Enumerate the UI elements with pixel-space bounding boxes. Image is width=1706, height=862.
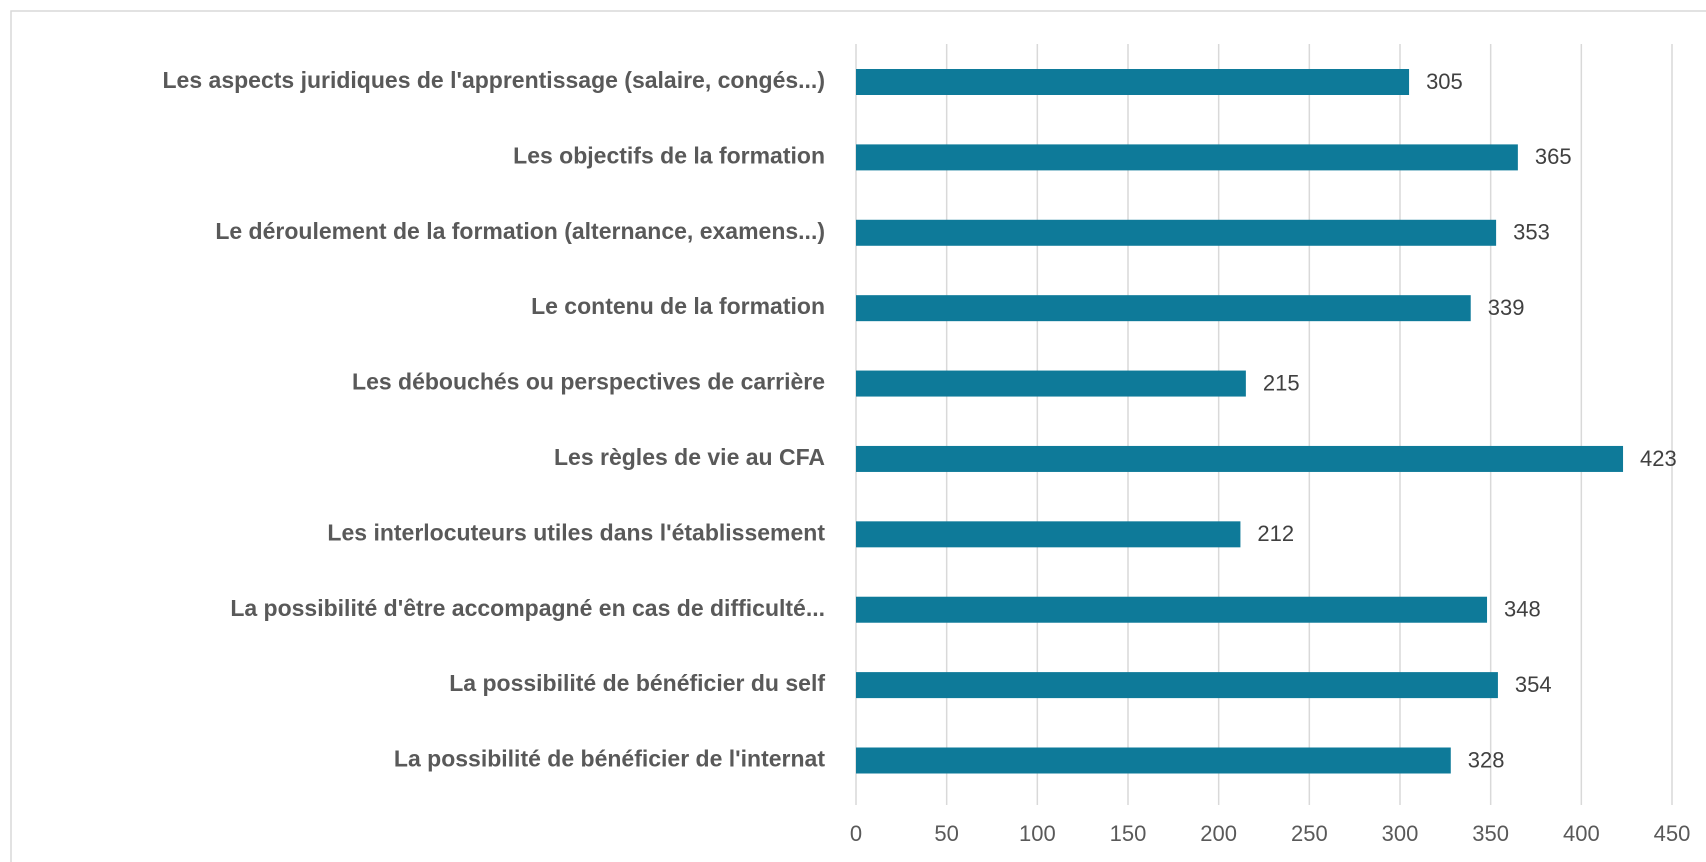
x-tick-label: 450 [1654, 821, 1691, 846]
data-label: 365 [1535, 144, 1572, 169]
data-label: 423 [1640, 446, 1677, 471]
x-tick-label: 100 [1019, 821, 1056, 846]
x-tick-label: 250 [1291, 821, 1328, 846]
bar [856, 295, 1471, 322]
data-label: 354 [1515, 672, 1552, 697]
x-tick-label: 350 [1472, 821, 1509, 846]
y-tick-label: Les objectifs de la formation [513, 142, 825, 168]
bar [856, 596, 1488, 623]
y-tick-label: Le contenu de la formation [531, 293, 825, 319]
x-tick-label: 0 [850, 821, 862, 846]
bar [856, 69, 1410, 95]
bar [856, 370, 1246, 397]
y-tick-label: Les aspects juridiques de l'apprentissag… [163, 67, 826, 93]
data-label: 305 [1426, 69, 1463, 94]
data-label: 215 [1263, 370, 1300, 395]
bar [856, 144, 1518, 171]
x-tick-label: 200 [1200, 821, 1237, 846]
bar [856, 521, 1241, 548]
y-tick-label: La possibilité d'être accompagné en cas … [230, 595, 825, 621]
x-tick-label: 300 [1382, 821, 1419, 846]
y-tick-label: Les règles de vie au CFA [554, 444, 825, 470]
bar [856, 445, 1624, 472]
x-tick-label: 50 [934, 821, 958, 846]
y-tick-label: Les interlocuteurs utiles dans l'établis… [327, 519, 825, 545]
x-tick-label: 400 [1563, 821, 1600, 846]
x-tick-label: 150 [1110, 821, 1147, 846]
data-label: 328 [1468, 747, 1505, 772]
data-label: 353 [1513, 220, 1550, 245]
y-tick-label: La possibilité de bénéficier de l'intern… [394, 746, 825, 772]
bar [856, 672, 1498, 699]
data-label: 212 [1257, 521, 1294, 546]
data-label: 348 [1504, 597, 1541, 622]
y-tick-label: Le déroulement de la formation (alternan… [215, 218, 825, 244]
chart-border [10, 10, 1706, 862]
bar [856, 747, 1451, 774]
y-tick-label: Les débouchés ou perspectives de carrièr… [352, 369, 825, 395]
bar [856, 219, 1497, 246]
data-label: 339 [1488, 295, 1525, 320]
y-tick-label: La possibilité de bénéficier du self [449, 670, 825, 696]
